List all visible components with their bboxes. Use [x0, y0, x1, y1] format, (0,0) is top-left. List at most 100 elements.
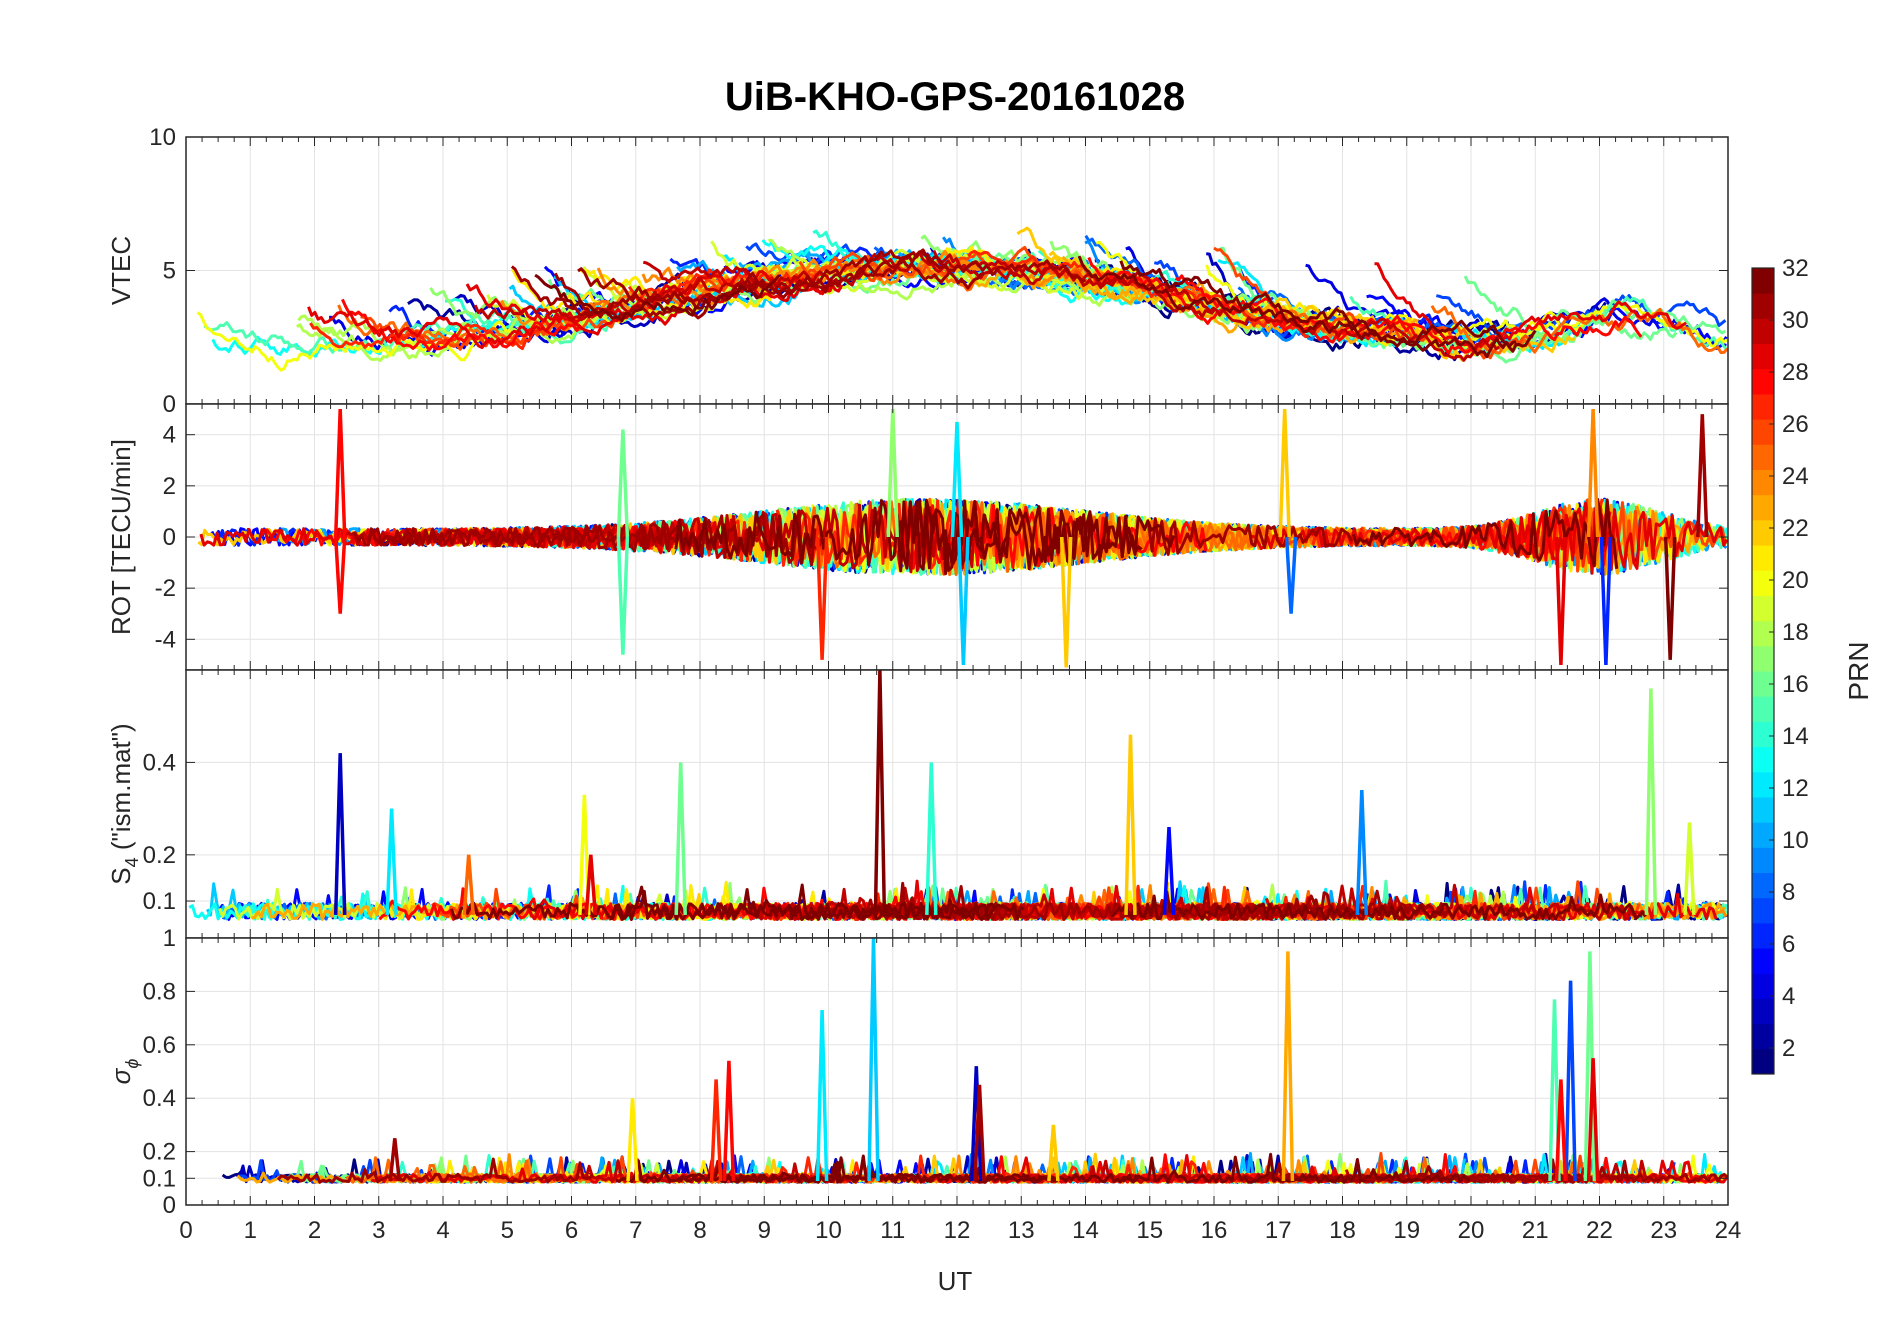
spike-mark: [1281, 951, 1295, 1182]
series-line-prn-32: [679, 1156, 1138, 1184]
y-axis-label: S4 ("ism.mat"): [106, 723, 142, 884]
colorbar-tick-label: 14: [1782, 723, 1809, 750]
colorbar-segment: [1752, 519, 1774, 546]
x-tick-label: 6: [565, 1217, 578, 1244]
x-tick-label: 7: [629, 1217, 642, 1244]
colorbar-segment: [1752, 570, 1774, 596]
colorbar-segment: [1752, 494, 1774, 521]
colorbar-segment: [1752, 645, 1774, 672]
y-label-main: S: [106, 867, 136, 884]
colorbar-segment: [1752, 973, 1774, 999]
colorbar-segment: [1752, 595, 1774, 622]
y-axis-label: VTEC: [106, 236, 136, 305]
spike-mark: [973, 1084, 986, 1182]
y-tick-label: 0.4: [143, 1085, 176, 1112]
y-tick-label: 0.2: [143, 842, 176, 869]
spike-mark: [970, 1066, 983, 1182]
y-tick-label: -2: [155, 575, 176, 602]
spike-mark: [815, 536, 829, 660]
x-tick-label: 17: [1265, 1217, 1292, 1244]
series-line-prn-32: [609, 883, 1025, 921]
x-tick-label: 13: [1008, 1217, 1035, 1244]
colorbar-tick-label: 26: [1782, 411, 1809, 438]
spike-mark: [1162, 827, 1176, 915]
y-tick-label: 0: [163, 524, 176, 551]
colorbar-tick-label: 28: [1782, 359, 1809, 386]
colorbar-tick-label: 16: [1782, 671, 1809, 698]
x-tick-label: 1: [244, 1217, 257, 1244]
series-line-prn-32: [1121, 1152, 1470, 1184]
spike-mark: [950, 421, 964, 538]
spike-mark: [385, 808, 398, 915]
x-tick-label: 16: [1201, 1217, 1228, 1244]
colorbar-segment: [1752, 1023, 1774, 1050]
x-tick-label: 15: [1136, 1217, 1163, 1244]
y-axis-label: σϕ: [106, 1059, 142, 1085]
colorbar-tick-label: 24: [1782, 463, 1809, 490]
colorbar-tick-label: 10: [1782, 827, 1809, 854]
series-line-prn-20: [196, 311, 514, 372]
spike-mark: [674, 762, 687, 915]
y-tick-label: 2: [163, 473, 176, 500]
spike-mark: [626, 1098, 639, 1182]
x-tick-label: 3: [372, 1217, 385, 1244]
series-line-prn-28: [1174, 274, 1643, 355]
series-line-prn-31: [366, 516, 717, 558]
colorbar-segment: [1752, 293, 1774, 319]
y-axis-label: ROT [TECU/min]: [106, 439, 136, 635]
series-line-prn-31: [1147, 517, 1353, 556]
y-label-main: σ: [106, 1067, 136, 1084]
colorbar-segment: [1752, 998, 1774, 1025]
colorbar-tick-label: 20: [1782, 567, 1809, 594]
panel-s4: 0.10.20.4S4 ("ism.mat"): [106, 669, 1729, 939]
colorbar-segment: [1752, 771, 1774, 798]
colorbar-segment: [1752, 268, 1774, 294]
x-axis-label: UT: [938, 1266, 973, 1296]
series-group: [197, 409, 1728, 668]
spike-mark: [1586, 409, 1600, 538]
colorbar-segment: [1752, 444, 1774, 470]
spike-mark: [815, 1010, 829, 1182]
series-line-prn-32: [534, 273, 781, 323]
colorbar-segment: [1752, 671, 1774, 697]
series-group: [188, 670, 1728, 921]
spike-mark: [867, 938, 880, 1182]
series-line-prn-32: [1119, 260, 1517, 359]
x-tick-label: 24: [1715, 1217, 1742, 1244]
spike-mark: [578, 794, 591, 915]
colorbar-segment: [1752, 368, 1774, 395]
colorbar-segment: [1752, 393, 1774, 420]
colorbar-tick-label: 8: [1782, 879, 1795, 906]
colorbar-segment: [1752, 721, 1774, 748]
y-tick-label: 0.4: [143, 749, 176, 776]
colorbar-label: PRN: [1843, 641, 1874, 700]
spike-mark: [333, 409, 347, 538]
colorbar-tick-label: 22: [1782, 515, 1809, 542]
y-tick-label: 0.6: [143, 1032, 176, 1059]
colorbar-segment: [1752, 746, 1774, 773]
colorbar-segment: [1752, 897, 1774, 924]
panel-rot: -4 -2 0 2 4 ROT [TECU/min]: [106, 403, 1729, 671]
x-tick-label: 18: [1329, 1217, 1356, 1244]
spike-mark: [1278, 409, 1291, 538]
y-tick-label: 0: [163, 1192, 176, 1219]
colorbar-tick-label: 4: [1782, 983, 1795, 1010]
colorbar-segment: [1752, 343, 1774, 370]
spike-mark: [925, 762, 938, 915]
x-tick-label: 22: [1586, 1217, 1613, 1244]
x-tick-label: 4: [436, 1217, 449, 1244]
colorbar-segment: [1752, 318, 1774, 345]
y-label-sub: ϕ: [122, 1059, 142, 1069]
series-line-prn-31: [1238, 1159, 1728, 1184]
x-tick-label: 9: [758, 1217, 771, 1244]
y-tick-label: 5: [163, 258, 176, 285]
series-line-prn-32: [674, 498, 1143, 576]
series-line-prn-30: [473, 277, 762, 322]
x-tick-label: 0: [179, 1217, 192, 1244]
series-line-prn-30: [1025, 1159, 1505, 1184]
spike-mark: [462, 854, 475, 916]
spike-mark: [1586, 1058, 1600, 1182]
